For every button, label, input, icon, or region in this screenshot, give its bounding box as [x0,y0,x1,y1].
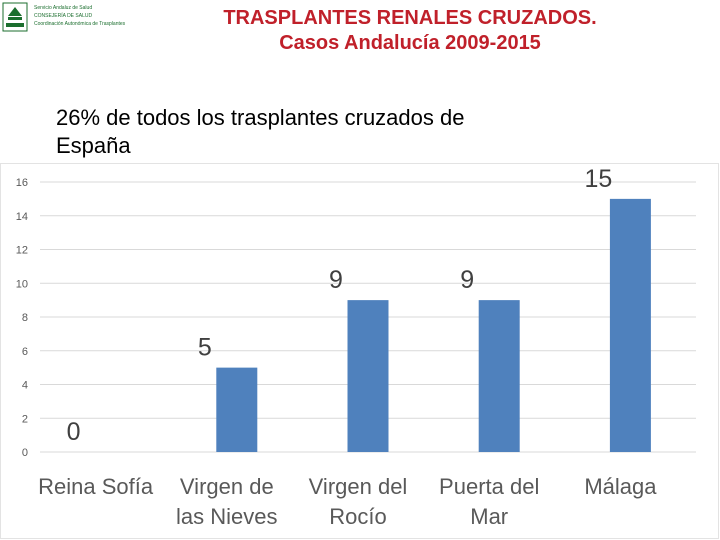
title-line-2: Casos Andalucía 2009-2015 [279,32,541,54]
bar [609,198,651,452]
x-tick-label-line: Puerta del [439,474,539,499]
y-tick-label: 4 [22,380,28,392]
x-tick-label-line: Málaga [584,474,657,499]
data-label: 9 [329,266,343,294]
logo-text: Servicio Andaluz de Salud CONSEJERÍA DE … [34,4,125,28]
x-tick-label: Virgen de las Nieves [176,474,277,529]
logo-line: Coordinación Autonómica de Trasplantes [34,21,126,27]
y-tick-label: 2 [22,413,28,425]
x-tick-label-line: Reina Sofía [38,474,154,499]
data-label: 0 [67,418,81,446]
title-line-1: TRASPLANTES RENALES CRUZADOS. [223,7,597,29]
x-tick-label-line: Virgen de [180,474,274,499]
chart-subtitle: 26% de todos los trasplantes cruzados de… [56,104,656,160]
x-tick-label-line: Virgen del [309,474,408,499]
x-tick-label: Reina Sofía [38,474,154,499]
y-tick-label: 14 [16,211,28,223]
subtitle-line-1: 26% de todos los trasplantes cruzados de [56,105,465,130]
bar [478,300,520,452]
x-tick-label-line: Rocío [329,504,386,529]
y-tick-label: 0 [22,447,28,459]
logo: Servicio Andaluz de Salud CONSEJERÍA DE … [2,2,125,34]
data-label: 5 [198,334,212,362]
bar [347,300,389,452]
logo-line: Servicio Andaluz de Salud [34,5,93,11]
bar [216,367,258,452]
logo-line: CONSEJERÍA DE SALUD [34,13,93,19]
x-tick-label-line: Mar [470,504,508,529]
data-label: 9 [460,266,474,294]
x-tick-label: Puerta del Mar [439,474,539,529]
chart-frame [0,163,719,539]
y-tick-label: 16 [16,177,28,189]
x-tick-label-line: las Nieves [176,504,277,529]
subtitle-line-2: España [56,133,131,158]
page-title: TRASPLANTES RENALES CRUZADOS. Casos Anda… [150,6,670,56]
y-tick-label: 8 [22,312,28,324]
y-tick-label: 12 [16,245,28,257]
y-tick-label: 6 [22,346,28,358]
data-label: 15 [584,165,612,193]
x-tick-label: Málaga [584,474,657,499]
junta-andalucia-logo-icon [2,2,28,32]
x-tick-label: Virgen del Rocío [309,474,408,529]
y-tick-label: 10 [16,278,28,290]
